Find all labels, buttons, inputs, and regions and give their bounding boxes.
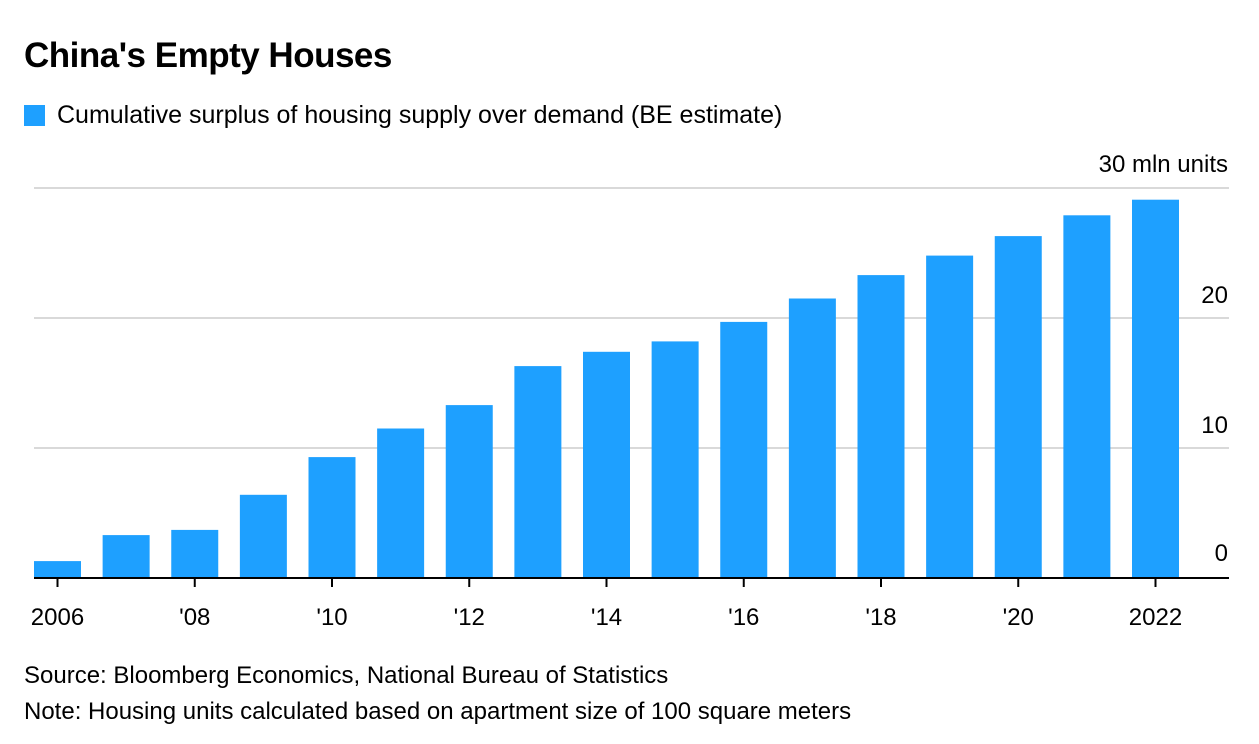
bar — [102, 535, 150, 578]
y-tick-label: 20 — [1201, 282, 1228, 309]
bar — [926, 255, 974, 578]
x-tick-label: 2006 — [31, 604, 84, 631]
x-tick-label: 2022 — [1129, 604, 1182, 631]
x-tick-label: '08 — [179, 604, 210, 631]
bar — [34, 561, 81, 578]
x-tick-label: '16 — [728, 604, 759, 631]
footnote: Note: Housing units calculated based on … — [24, 698, 852, 725]
bar — [239, 494, 287, 578]
bar — [720, 321, 768, 578]
bar-chart: 0 10 20 30 mln units 2006 '08 '10 '12 '14 '16 '18 '… — [31, 151, 1229, 631]
y-tick-label: 30 mln units — [1099, 151, 1228, 178]
bar — [377, 428, 425, 578]
bar — [788, 298, 836, 578]
y-tick-label: 10 — [1201, 412, 1228, 439]
x-tick-label: '12 — [454, 604, 485, 631]
x-tick-label: '20 — [1003, 604, 1034, 631]
bar — [857, 275, 905, 578]
bar — [1063, 215, 1111, 579]
x-tick-label: '10 — [316, 604, 347, 631]
bar — [994, 236, 1042, 578]
bar — [583, 351, 630, 578]
source-note: Source: Bloomberg Economics, National Bu… — [24, 662, 669, 689]
bar — [308, 457, 356, 578]
legend-label: Cumulative surplus of housing supply ove… — [57, 101, 783, 129]
chart-legend: Cumulative surplus of housing supply ove… — [24, 100, 782, 130]
bar — [514, 366, 562, 578]
chart-title: China's Empty Houses — [24, 36, 392, 75]
bar — [651, 341, 699, 578]
x-tick-label: '18 — [865, 604, 896, 631]
bar — [1132, 199, 1179, 578]
x-tick-label: '14 — [591, 604, 622, 631]
legend-swatch — [24, 104, 45, 126]
y-tick-label: 0 — [1215, 540, 1228, 567]
bar — [445, 405, 493, 578]
bar — [171, 529, 219, 578]
